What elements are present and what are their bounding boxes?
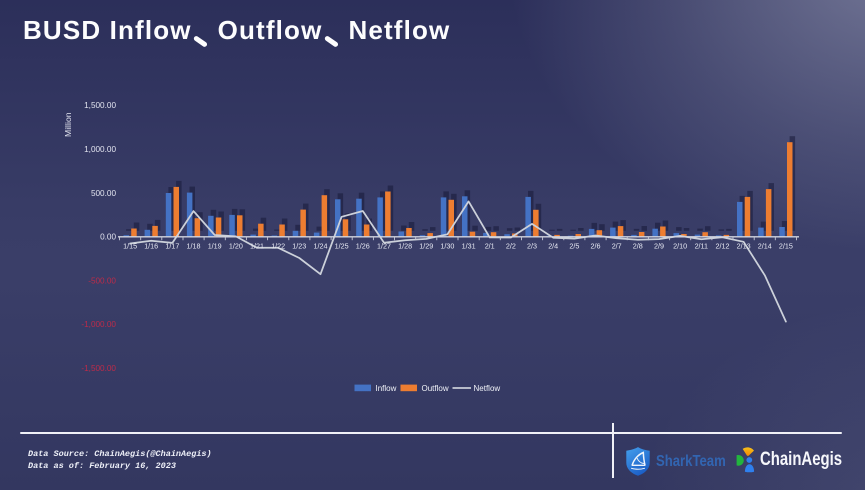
svg-text:Netflow: Netflow [474,384,501,393]
svg-text:1/28: 1/28 [398,242,412,251]
svg-text:-1,500.00: -1,500.00 [81,364,116,373]
svg-text:2/15: 2/15 [779,242,793,251]
svg-text:2/2: 2/2 [506,242,516,251]
svg-text:-1,000.00: -1,000.00 [81,320,116,329]
svg-text:1/21: 1/21 [250,242,264,251]
svg-text:2/1: 2/1 [485,242,495,251]
svg-text:1/23: 1/23 [292,242,306,251]
svg-text:2/8: 2/8 [633,242,643,251]
svg-text:1/31: 1/31 [462,242,476,251]
svg-text:2/4: 2/4 [548,242,558,251]
svg-text:Outflow: Outflow [422,384,449,393]
svg-text:2/11: 2/11 [695,242,708,251]
svg-text:1/16: 1/16 [144,242,158,251]
svg-text:2/10: 2/10 [673,242,687,251]
svg-text:2/12: 2/12 [716,242,730,251]
svg-text:2/5: 2/5 [569,242,579,251]
svg-text:1/25: 1/25 [335,242,349,251]
svg-text:0.00: 0.00 [100,233,116,242]
svg-text:500.00: 500.00 [91,189,116,198]
svg-text:2/3: 2/3 [527,242,537,251]
svg-text:1/26: 1/26 [356,242,370,251]
svg-text:1/29: 1/29 [419,242,433,251]
svg-text:2/9: 2/9 [654,242,664,251]
svg-text:1/20: 1/20 [229,242,243,251]
svg-text:1/17: 1/17 [165,242,179,251]
svg-text:1/19: 1/19 [208,242,222,251]
svg-text:Million: Million [63,112,73,137]
svg-text:1/30: 1/30 [440,242,454,251]
svg-text:1/15: 1/15 [123,242,137,251]
svg-text:1,000.00: 1,000.00 [84,145,116,154]
svg-text:1,500.00: 1,500.00 [84,101,116,110]
svg-text:2/7: 2/7 [612,242,622,251]
svg-text:1/27: 1/27 [377,242,391,251]
svg-text:-500.00: -500.00 [88,276,116,285]
svg-text:2/14: 2/14 [758,242,772,251]
svg-text:2/6: 2/6 [591,242,601,251]
svg-text:1/18: 1/18 [187,242,201,251]
svg-text:1/24: 1/24 [314,242,328,251]
svg-text:Inflow: Inflow [376,384,397,393]
svg-text:1/22: 1/22 [271,242,285,251]
svg-text:2/13: 2/13 [737,242,751,251]
